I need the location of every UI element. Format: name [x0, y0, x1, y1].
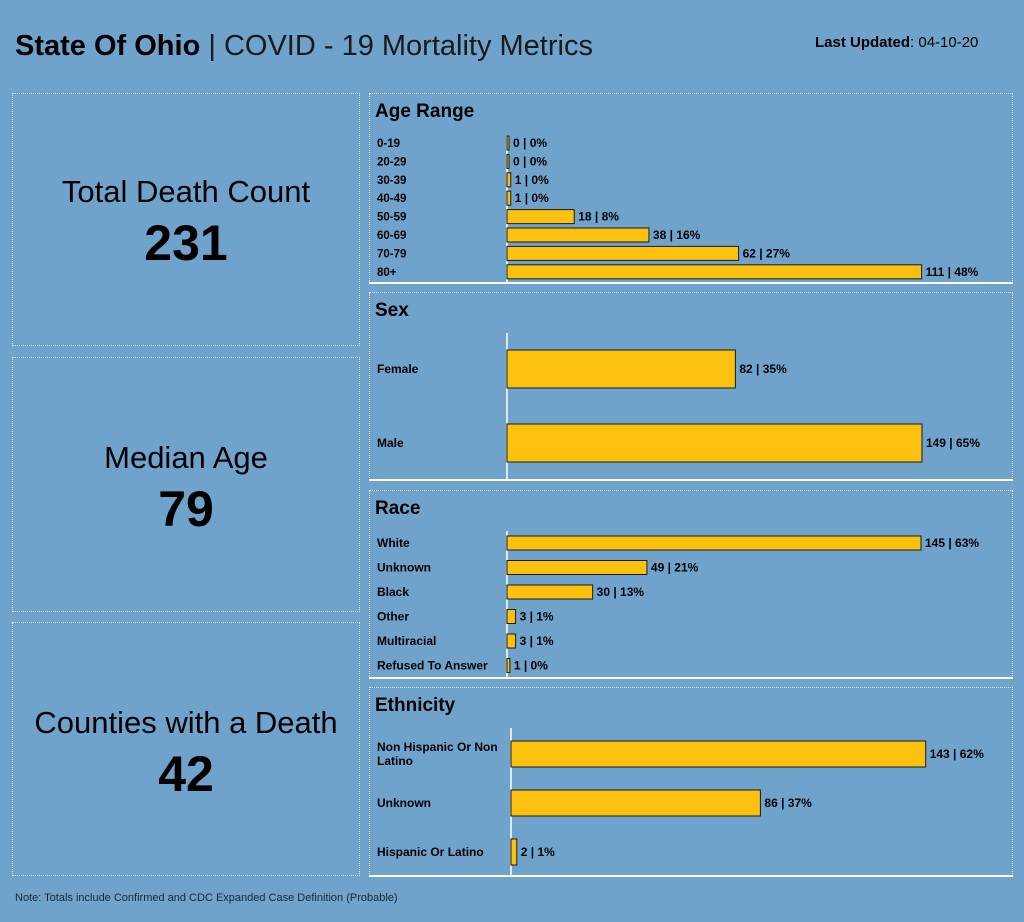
data-label: 143 | 62% [930, 747, 984, 761]
last-updated-label: Last Updated [815, 34, 911, 51]
kpi-counties-value: 42 [158, 746, 214, 802]
data-label: 2 | 1% [521, 845, 555, 859]
chart-title: Race [375, 498, 421, 519]
data-label: 111 | 48% [926, 265, 979, 279]
category-label: Non Hispanic Or Non Latino [377, 740, 498, 768]
kpi-median-age: Median Age 79 [12, 357, 360, 612]
chart-title: Ethnicity [375, 695, 456, 716]
category-label: 70-79 [377, 248, 406, 260]
bar [506, 423, 923, 463]
data-label: 0 | 0% [513, 154, 547, 168]
page-title: State Of Ohio | COVID - 19 Mortality Met… [15, 30, 593, 63]
last-updated-value: 04-10-20 [918, 34, 979, 51]
category-label: Refused To Answer [377, 659, 488, 673]
category-label: Black [377, 585, 409, 599]
data-label: 38 | 16% [653, 228, 701, 242]
category-label: 50-59 [377, 212, 406, 224]
bar [506, 245, 740, 261]
data-label: 30 | 13% [597, 585, 645, 599]
data-label: 0 | 0% [513, 136, 547, 150]
chart-title: Sex [375, 300, 409, 321]
footnote: Note: Totals include Confirmed and CDC E… [15, 892, 398, 904]
kpi-total-deaths-value: 231 [144, 215, 228, 271]
page-title-separator: | [200, 30, 224, 62]
chart-svg: Non Hispanic Or Non Latino 143 | 62% Unknow… [377, 728, 984, 875]
bar [506, 135, 510, 151]
data-label: 49 | 21% [651, 561, 699, 575]
bar [506, 209, 575, 225]
kpi-median-age-value: 79 [158, 481, 214, 537]
category-label: 80+ [377, 267, 397, 279]
chart-sex: Sex Female 82 | 35% Male 149 | 65% [369, 292, 1013, 480]
bar [506, 172, 512, 188]
data-label: 1 | 0% [515, 191, 549, 205]
bar [506, 153, 510, 169]
category-label: 0-19 [377, 138, 400, 150]
category-label: Female [377, 362, 419, 376]
data-label: 1 | 0% [515, 173, 549, 187]
chart-ethnicity: Ethnicity Non Hispanic Or Non Latino 143 |… [369, 687, 1013, 876]
bar [506, 584, 594, 600]
chart-svg: White 145 | 63% Unknown 49 | 21% Black 30 | 1… [377, 531, 979, 677]
kpi-counties-with-death: Counties with a Death 42 [12, 622, 360, 876]
category-label: Hispanic Or Latino [377, 845, 484, 859]
data-label: 1 | 0% [514, 659, 548, 673]
category-label: Other [377, 610, 409, 624]
category-label: White [377, 536, 410, 550]
category-label: 30-39 [377, 175, 406, 187]
bar [506, 190, 512, 206]
data-label: 3 | 1% [520, 634, 554, 648]
bar [506, 349, 736, 389]
bar [510, 740, 927, 768]
panel-divider [369, 282, 1013, 284]
category-label: Male [377, 436, 404, 450]
bar [506, 535, 922, 551]
chart-svg: 0-19 0 | 0% 20-29 0 | 0% 30-39 1 | 0% 40-49 1 |… [377, 135, 979, 282]
data-label: 86 | 37% [764, 796, 812, 810]
bar [506, 264, 923, 280]
data-label: 82 | 35% [739, 362, 787, 376]
data-label: 145 | 63% [925, 536, 979, 550]
data-label: 3 | 1% [520, 610, 554, 624]
category-label: 60-69 [377, 230, 406, 242]
chart-age-range: Age Range 0-19 0 | 0% 20-29 0 | 0% 30-39 1 | … [369, 93, 1013, 283]
kpi-total-deaths: Total Death Count 231 [12, 93, 360, 346]
bar [510, 789, 761, 817]
panel-divider [369, 677, 1013, 679]
bar [506, 658, 511, 673]
category-label: Unknown [377, 561, 431, 575]
last-updated-separator: : [910, 34, 919, 51]
last-updated: Last Updated: 04-10-20 [815, 34, 978, 51]
page-title-rest: COVID - 19 Mortality Metrics [223, 30, 593, 62]
category-label: Unknown [377, 796, 431, 810]
chart-title: Age Range [375, 101, 475, 122]
data-label: 149 | 65% [926, 436, 980, 450]
bar [506, 609, 517, 624]
page-title-state: State Of Ohio [15, 30, 201, 62]
data-label: 62 | 27% [743, 246, 791, 260]
chart-race: Race White 145 | 63% Unknown 49 | 21% Black 3… [369, 490, 1013, 678]
bar [510, 838, 518, 866]
panel-divider [369, 479, 1013, 481]
data-label: 18 | 8% [578, 210, 619, 224]
bar [506, 227, 650, 243]
kpi-counties-label: Counties with a Death [34, 705, 338, 740]
category-label: 40-49 [377, 193, 406, 205]
panel-divider [369, 875, 1013, 877]
bar [506, 560, 648, 575]
category-label: 20-29 [377, 156, 406, 168]
bar [506, 633, 517, 649]
kpi-total-deaths-label: Total Death Count [61, 174, 311, 209]
chart-svg: Female 82 | 35% Male 149 | 65% [377, 333, 980, 479]
category-label: Multiracial [377, 634, 436, 648]
kpi-median-age-label: Median Age [104, 440, 268, 475]
